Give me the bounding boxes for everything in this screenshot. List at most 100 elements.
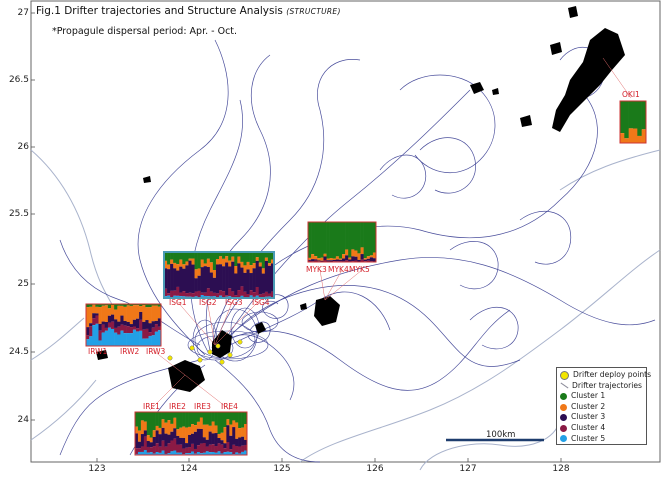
islet: [520, 115, 532, 127]
structure-bar-segment: [212, 270, 217, 278]
structure-bar-segment: [179, 252, 183, 260]
structure-bar-segment: [143, 430, 148, 437]
site-label-ire3: IRE3: [194, 402, 211, 411]
structure-bar-segment: [164, 453, 168, 455]
structure-bar-segment: [261, 293, 266, 298]
structure-bar-segment: [243, 265, 247, 273]
structure-bar-segment: [214, 446, 218, 453]
structure-bar-segment: [98, 307, 102, 324]
structure-bar-segment: [246, 252, 250, 262]
structure-bar-segment: [249, 290, 253, 296]
structure-bar-segment: [246, 269, 250, 295]
structure-bar-segment: [215, 259, 220, 265]
structure-bar-segment: [143, 450, 148, 455]
structure-bar-segment: [212, 292, 217, 297]
ishigaki-north: [212, 330, 232, 358]
legend-item-cluster3: Cluster 3: [560, 412, 643, 423]
structure-bar-segment: [114, 319, 118, 328]
structure-bar-segment: [206, 258, 211, 267]
structure-bar-segment: [633, 128, 638, 143]
structure-bar-segment: [173, 417, 177, 429]
structure-bar-segment: [161, 440, 165, 451]
structure-bar-segment: [255, 257, 260, 261]
structure-bar-segment: [270, 291, 275, 298]
structure-bar-segment: [308, 257, 312, 260]
structure-bar-segment: [114, 327, 118, 333]
structure-bar-segment: [264, 260, 269, 292]
structure-bar-segment: [123, 333, 127, 346]
structure-bar-segment: [348, 257, 352, 260]
structure-bar-segment: [146, 412, 151, 436]
structure-bar-segment: [633, 101, 638, 129]
structure-bar-segment: [170, 259, 174, 264]
structure-bar-segment: [167, 420, 171, 435]
structure-bar-segment: [158, 412, 162, 428]
structure-bar-segment: [249, 273, 253, 291]
structure-bar-segment: [200, 267, 205, 293]
structure-bar-segment: [323, 256, 327, 261]
structure-bar-segment: [164, 446, 168, 454]
structure-panels: [85, 100, 647, 456]
structure-bar-segment: [231, 291, 235, 298]
structure-bar-segment: [232, 420, 236, 428]
structure-bar-segment: [185, 261, 189, 266]
structure-bar-segment: [142, 305, 146, 322]
structure-bar-segment: [240, 252, 244, 262]
legend-label: Cluster 3: [571, 412, 606, 422]
structure-bar-segment: [237, 256, 241, 264]
structure-bar-segment: [222, 291, 226, 298]
structure-bar-segment: [620, 101, 625, 134]
structure-bar-segment: [167, 252, 171, 265]
structure-bar-segment: [151, 335, 156, 346]
structure-bar-segment: [369, 255, 374, 258]
structure-bar-segment: [208, 425, 212, 432]
structure-bar-segment: [244, 424, 248, 440]
structure-bar-segment: [226, 442, 230, 452]
structure-bar-segment: [197, 268, 201, 276]
structure-bar-segment: [120, 324, 124, 331]
structure-bar-segment: [157, 304, 162, 307]
miyako-island: [314, 296, 340, 326]
structure-bar-segment: [86, 304, 90, 308]
structure-bar-segment: [185, 427, 189, 444]
structure-bar-segment: [238, 437, 242, 447]
structure-bar-segment: [225, 262, 229, 296]
structure-bar-segment: [191, 258, 195, 265]
structure-bar-segment: [188, 434, 192, 448]
structure-bar-segment: [167, 269, 171, 294]
legend-label: Drifter deploy points: [573, 370, 652, 379]
structure-bar-segment: [351, 249, 355, 257]
structure-bar-segment: [320, 257, 324, 261]
structure-bar-segment: [345, 249, 349, 256]
structure-bar-segment: [255, 252, 260, 258]
structure-bar-segment: [237, 263, 241, 291]
structure-bar-segment: [176, 412, 180, 430]
structure-bar-segment: [140, 446, 145, 452]
structure-bar-segment: [146, 435, 151, 441]
structure-bar-segment: [332, 258, 337, 260]
structure-bar-segment: [193, 431, 198, 449]
structure-bar-segment: [366, 256, 371, 259]
structure-bar-segment: [98, 330, 102, 341]
structure-bar-segment: [179, 437, 183, 445]
structure-bar-segment: [188, 412, 192, 427]
structure-bar-segment: [354, 260, 358, 262]
structure-bar-segment: [89, 326, 93, 337]
structure-bar-segment: [223, 448, 227, 453]
structure-bar-segment: [104, 322, 109, 328]
structure-bar-segment: [191, 264, 195, 294]
structure-bar-segment: [126, 326, 131, 334]
cluster1-swatch-icon: [560, 392, 567, 400]
structure-bar-segment: [145, 304, 149, 308]
structure-bar-segment: [98, 323, 102, 331]
structure-bar-segment: [229, 435, 233, 450]
structure-bar-segment: [151, 327, 156, 336]
structure-bar-segment: [137, 451, 142, 455]
structure-bar-segment: [164, 412, 168, 423]
structure-bar-segment: [89, 304, 93, 307]
structure-bar-segment: [338, 258, 343, 260]
structure-bar-segment: [363, 258, 368, 260]
structure-bar-segment: [104, 330, 109, 346]
structure-bar-segment: [215, 293, 220, 298]
coastline-outline: [30, 149, 661, 471]
